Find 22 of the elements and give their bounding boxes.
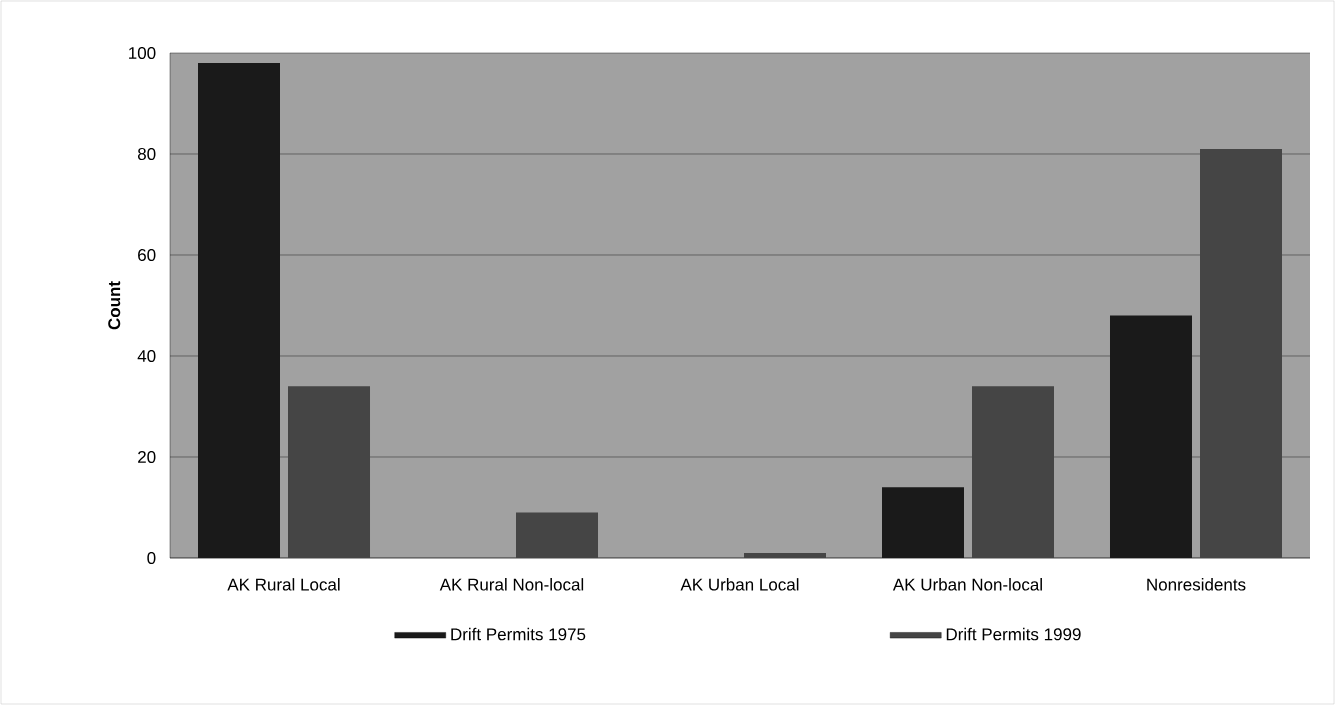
bar [744, 552, 826, 558]
y-axis-title: Count [108, 281, 121, 330]
bar [516, 512, 598, 558]
bar [882, 487, 964, 558]
legend-label: Drift Permits 1975 [451, 627, 586, 641]
x-tick-label: AK Urban Local [680, 578, 799, 591]
bar [972, 386, 1054, 558]
legend-label: Drift Permits 1999 [946, 627, 1081, 641]
y-tick-label: 40 [137, 349, 156, 363]
y-tick-label: 0 [147, 551, 156, 565]
bar [198, 63, 280, 558]
bar [1200, 148, 1282, 558]
x-tick-label: AK Urban Non-local [892, 578, 1042, 591]
x-tick-label: Nonresidents [1147, 578, 1246, 591]
y-tick-label: 60 [138, 248, 156, 262]
y-tick-label: 80 [137, 147, 156, 161]
y-tick-label: 100 [129, 46, 156, 60]
bar [288, 386, 370, 558]
x-tick-label: AK Rural Local [227, 578, 340, 591]
bar [1110, 315, 1192, 558]
x-tick-label: AK Rural Non-local [439, 578, 584, 591]
y-tick-label: 20 [138, 450, 156, 464]
